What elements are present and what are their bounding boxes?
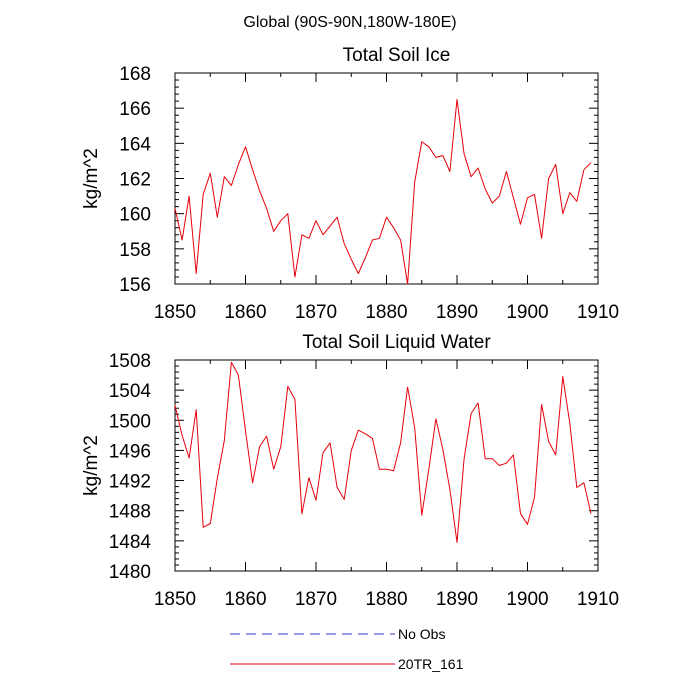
- y-tick-label: 1504: [109, 381, 152, 402]
- y-tick-label: 156: [119, 275, 151, 296]
- x-tick-label: 1910: [577, 589, 619, 610]
- x-tick-label: 1910: [577, 302, 619, 323]
- x-tick-label: 1850: [154, 589, 196, 610]
- y-tick-label: 158: [119, 240, 151, 261]
- x-tick-label: 1900: [506, 589, 548, 610]
- x-tick-label: 1890: [436, 589, 478, 610]
- legend-label-no-obs: No Obs: [398, 626, 445, 642]
- x-tick-label: 1880: [365, 589, 407, 610]
- x-tick-label: 1850: [154, 302, 196, 323]
- y-tick-label: 1488: [109, 502, 151, 523]
- y-tick-label: 162: [119, 170, 151, 191]
- figure-suptitle: Global (90S-90N,180W-180E): [243, 14, 456, 31]
- x-tick-label: 1900: [506, 302, 548, 323]
- x-tick-label: 1890: [436, 302, 478, 323]
- x-tick-label: 1860: [224, 589, 266, 610]
- y-tick-label: 1500: [109, 411, 151, 432]
- y-tick-label: 1508: [109, 351, 151, 372]
- plot-frame: [174, 359, 599, 572]
- y-tick-label: 164: [119, 134, 151, 155]
- y-tick-label: 1492: [109, 472, 151, 493]
- y-tick-label: 168: [119, 64, 151, 85]
- y-axis-label: kg/m^2: [81, 148, 102, 209]
- x-tick-label: 1870: [295, 589, 337, 610]
- series-line-20tr-161: [174, 98, 592, 285]
- panel-total-soil-ice: Total Soil Ice kg/m^2 1850 1860 1870 1880 1890…: [81, 45, 619, 323]
- x-tick-label: 1860: [224, 302, 266, 323]
- x-tick-label: 1880: [365, 302, 407, 323]
- legend: No Obs 20TR_161: [230, 626, 464, 672]
- series-line-20tr-161: [174, 361, 592, 543]
- y-axis-label: kg/m^2: [81, 435, 102, 496]
- panel-title: Total Soil Ice: [343, 45, 451, 66]
- x-tick-label: 1870: [295, 302, 337, 323]
- panel-total-soil-liquid-water: Total Soil Liquid Water kg/m^2 1850 1860 187…: [81, 332, 619, 610]
- panel-title: Total Soil Liquid Water: [302, 332, 491, 353]
- legend-label-20tr-161: 20TR_161: [398, 656, 464, 672]
- y-tick-label: 166: [119, 99, 151, 120]
- y-tick-label: 160: [119, 205, 151, 226]
- plot-frame: [174, 72, 599, 285]
- y-tick-label: 1480: [109, 562, 151, 583]
- y-tick-label: 1484: [109, 532, 152, 553]
- y-tick-label: 1496: [109, 441, 151, 462]
